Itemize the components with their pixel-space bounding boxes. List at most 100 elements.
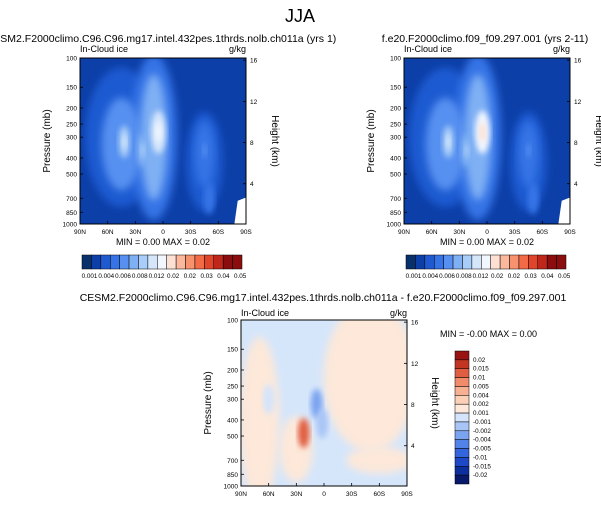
colorbar-swatch <box>556 254 567 270</box>
diff-patch <box>346 447 407 474</box>
colorbar-label: 0.02 <box>184 273 197 280</box>
y2-tick-label: 16 <box>411 320 419 327</box>
colorbar-swatch <box>194 254 205 270</box>
colorbar-label: 0.002 <box>473 401 489 408</box>
x-tick-label: 60S <box>537 229 549 236</box>
colorbar-diff: 0.02 0.015 0.010.005 0.004 0.002 0.001 -0.001 -… <box>454 350 491 485</box>
colorbar-swatch <box>175 254 186 270</box>
x-tick-label: 90S <box>401 491 413 498</box>
field-core <box>202 142 207 158</box>
colorbar-label: 0.006 <box>439 273 455 280</box>
colorbar-label: -0.005 <box>473 446 491 453</box>
colorbar-swatch <box>157 254 167 270</box>
panel-model: CESM2.F2000climo.C96.C96.mg17.intel.432p… <box>0 33 336 247</box>
x-ticks: 90N 60N 30N 0 30S 60S 90S <box>74 221 252 236</box>
colorbar-label: 0.008 <box>132 273 148 280</box>
plot-field <box>404 58 570 224</box>
field-core <box>140 142 146 158</box>
y2-tick-label: 8 <box>250 140 254 147</box>
x-tick-label: 60N <box>263 491 275 498</box>
x-tick-label: 60N <box>426 229 438 236</box>
colorbar-swatch <box>213 254 224 270</box>
colorbar-label: 0.02 <box>167 273 180 280</box>
diff-patch <box>323 320 407 452</box>
colorbar-label: 0.012 <box>473 273 489 280</box>
y-tick-label: 250 <box>227 384 238 391</box>
y-tick-label: 500 <box>227 434 238 441</box>
colorbar-label: 0.001 <box>406 273 422 280</box>
y-tick-label: 700 <box>66 196 77 203</box>
colorbar-swatch <box>454 457 470 467</box>
colorbar-swatch <box>424 254 435 270</box>
panel-title: CESM2.F2000climo.C96.C96.mg17.intel.432p… <box>80 292 567 304</box>
colorbar-swatch <box>415 254 426 270</box>
colorbar-label: 0.012 <box>149 273 165 280</box>
y-tick-label: 700 <box>227 458 238 465</box>
colorbar-label: 0.05 <box>234 273 247 280</box>
colorbar-swatch <box>454 386 470 396</box>
x-tick-label: 30S <box>185 229 197 236</box>
diff-feature <box>297 418 310 449</box>
colorbar-swatch <box>81 254 92 270</box>
y-tick-label: 200 <box>66 105 77 112</box>
x-tick-label: 0 <box>485 229 489 236</box>
x-tick-label: 90S <box>240 229 252 236</box>
colorbar-swatch <box>454 395 470 405</box>
colorbar-swatch <box>481 254 491 270</box>
y2-ticks: 16 12 8 4 <box>404 320 419 450</box>
colorbar-label: -0.001 <box>473 419 491 426</box>
variable-label: In-Cloud ice <box>241 308 289 318</box>
x-tick-label: 30N <box>290 491 302 498</box>
colorbar-swatch <box>454 403 470 414</box>
colorbar-label: 0.02 <box>508 273 521 280</box>
colorbar-swatch <box>546 254 557 270</box>
colorbar-swatch <box>128 254 139 270</box>
diff-feature <box>355 355 367 385</box>
field-core <box>479 122 486 143</box>
stats-label: MIN = -0.00 MAX = 0.00 <box>440 329 537 339</box>
field-core <box>526 142 531 158</box>
units-label: g/kg <box>229 44 246 54</box>
colorbar-label: 0.006 <box>115 273 131 280</box>
colorbar-swatch <box>454 412 470 423</box>
colorbar-swatch <box>119 254 130 270</box>
x-tick-label: 0 <box>322 491 326 498</box>
x-tick-label: 90N <box>74 229 86 236</box>
colorbar-swatch <box>433 254 444 270</box>
field-core <box>206 190 212 206</box>
x-ticks: 90N 60N 30N 0 30S 60S 90S <box>398 221 576 236</box>
topography-mask <box>234 197 246 224</box>
colorbar-swatch <box>109 254 120 270</box>
colorbar-label: -0.004 <box>473 437 491 444</box>
colorbar-left: 0.001 0.004 0.006 0.008 0.012 0.02 0.02 0.03 0.0… <box>81 254 247 280</box>
y2-tick-label: 12 <box>250 99 258 106</box>
y-tick-label: 850 <box>390 210 401 217</box>
colorbar-label: 0.02 <box>473 357 486 364</box>
y-tick-label: 1000 <box>63 222 78 229</box>
x-tick-label: 30N <box>129 229 141 236</box>
diff-patch <box>241 336 280 486</box>
y-axis-label: Pressure (mb) <box>42 109 53 172</box>
variable-label: In-Cloud ice <box>80 44 128 54</box>
y2-tick-label: 4 <box>250 181 254 188</box>
stats-label: MIN = 0.00 MAX = 0.02 <box>116 237 210 247</box>
colorbar-label: -0.01 <box>473 454 488 461</box>
colorbar-label: -0.02 <box>473 472 488 479</box>
colorbar-label: -0.015 <box>473 463 491 470</box>
colorbar-label: 0.008 <box>456 273 472 280</box>
y-tick-label: 300 <box>66 135 77 142</box>
colorbar-swatch <box>454 466 470 476</box>
x-tick-label: 30S <box>346 491 358 498</box>
y-tick-label: 400 <box>227 417 238 424</box>
y-tick-label: 400 <box>66 155 77 162</box>
figure-title: JJA <box>285 6 315 26</box>
x-tick-label: 30N <box>453 229 465 236</box>
y2-axis-label: Height (km) <box>593 115 601 167</box>
y-tick-label: 850 <box>66 210 77 217</box>
y-ticks: 100 150 200 250 300 400 500 700 850 1000 <box>387 56 407 229</box>
x-tick-label: 60S <box>374 491 386 498</box>
topography-mask <box>558 197 570 224</box>
colorbar-swatch <box>204 254 215 270</box>
colorbar-swatch <box>454 448 470 458</box>
x-tick-label: 90N <box>235 491 247 498</box>
